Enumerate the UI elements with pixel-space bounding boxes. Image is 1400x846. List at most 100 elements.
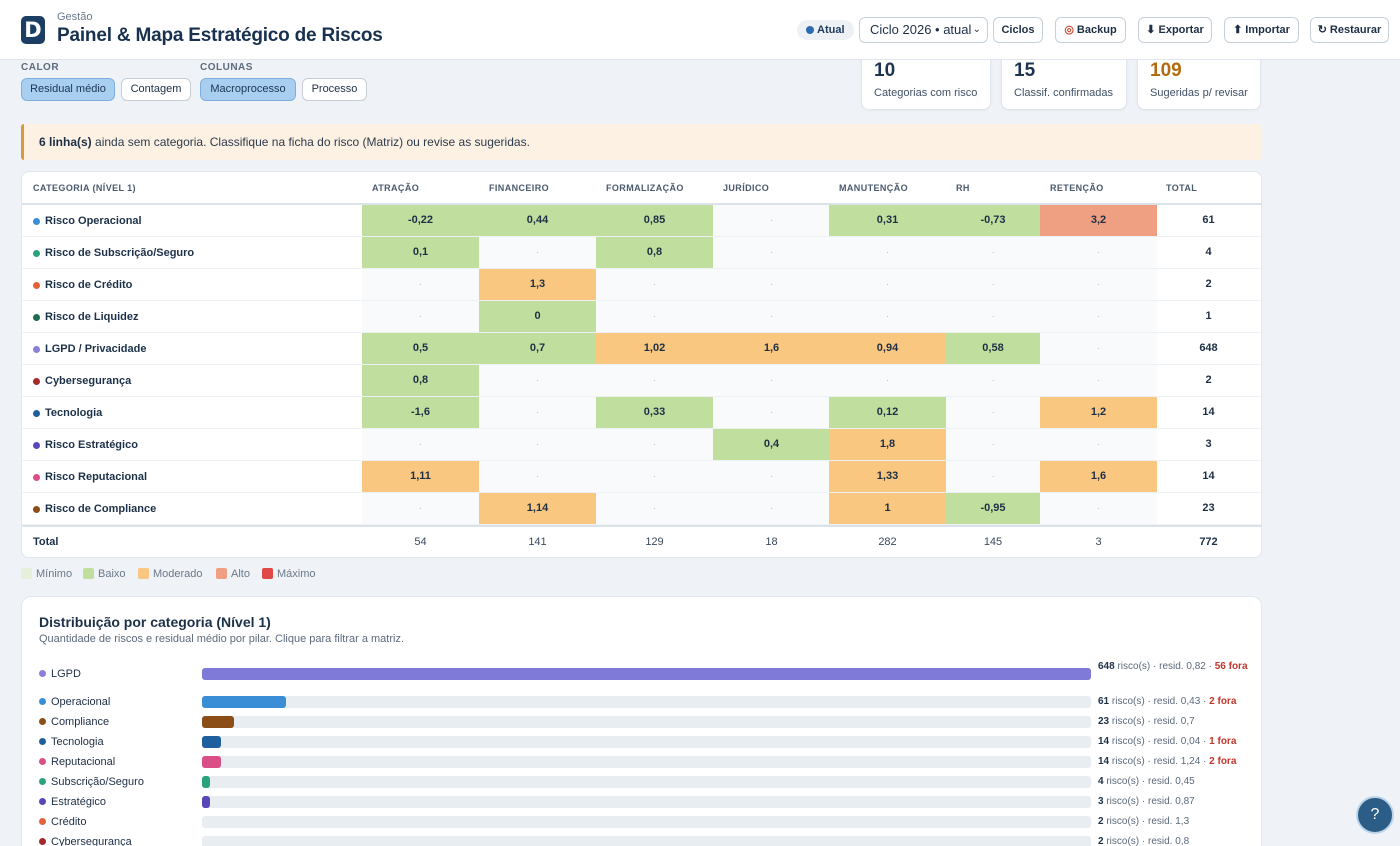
heatmap-cell[interactable]: · <box>829 365 946 396</box>
heatmap-cell[interactable]: 0,44 <box>479 205 596 236</box>
heatmap-cell[interactable]: 1,8 <box>829 429 946 460</box>
heatmap-cell[interactable]: 0,8 <box>596 237 713 268</box>
restaurar-button[interactable]: ↻ Restaurar <box>1310 17 1389 43</box>
heatmap-cell[interactable]: · <box>946 301 1040 332</box>
heatmap-cell[interactable]: 0,31 <box>829 205 946 236</box>
heatmap-cell[interactable]: · <box>479 237 596 268</box>
heatmap-cell[interactable]: · <box>1040 301 1157 332</box>
heatmap-cell[interactable]: · <box>946 269 1040 300</box>
table-row[interactable]: Cybersegurança 0,8 · · · · · · 2 <box>22 365 1261 397</box>
heatmap-cell[interactable]: 1,6 <box>1040 461 1157 492</box>
heatmap-cell[interactable]: · <box>713 397 830 428</box>
toggle-processo[interactable]: Processo <box>302 78 367 101</box>
distribution-row[interactable]: Reputacional 14 risco(s) · resid. 1,24 · … <box>22 755 1261 775</box>
heatmap-cell[interactable]: · <box>362 429 479 460</box>
heatmap-cell[interactable]: 1,3 <box>479 269 596 300</box>
table-row[interactable]: Risco Reputacional 1,11 · · · 1,33 · 1,6 14 <box>22 461 1261 493</box>
distribution-row[interactable]: Compliance 23 risco(s) · resid. 0,7 <box>22 715 1261 735</box>
heatmap-cell[interactable]: 0,58 <box>946 333 1040 364</box>
heatmap-cell[interactable]: 1,11 <box>362 461 479 492</box>
heatmap-cell[interactable]: · <box>1040 333 1157 364</box>
heatmap-cell[interactable]: 0,85 <box>596 205 713 236</box>
distribution-row[interactable]: Cybersegurança 2 risco(s) · resid. 0,8 <box>22 835 1261 846</box>
heatmap-cell[interactable]: · <box>596 269 713 300</box>
heatmap-cell[interactable]: · <box>362 301 479 332</box>
distribution-row[interactable]: Tecnologia 14 risco(s) · resid. 0,04 · 1 … <box>22 735 1261 755</box>
heatmap-cell[interactable]: · <box>946 429 1040 460</box>
heatmap-cell[interactable]: · <box>1040 365 1157 396</box>
heatmap-cell[interactable]: 0,12 <box>829 397 946 428</box>
heatmap-cell[interactable]: 1,2 <box>1040 397 1157 428</box>
heatmap-cell[interactable]: · <box>713 269 830 300</box>
heatmap-cell[interactable]: · <box>946 461 1040 492</box>
heatmap-cell[interactable]: · <box>946 365 1040 396</box>
heatmap-cell[interactable]: 1,33 <box>829 461 946 492</box>
cycle-select[interactable]: Ciclo 2026 • atual ⌄ <box>859 17 988 43</box>
heatmap-cell[interactable]: · <box>829 237 946 268</box>
importar-button[interactable]: ⬆ Importar <box>1224 17 1299 43</box>
heatmap-cell[interactable]: · <box>1040 493 1157 524</box>
heatmap-cell[interactable]: 0 <box>479 301 596 332</box>
heatmap-cell[interactable]: · <box>713 301 830 332</box>
heatmap-cell[interactable]: 1,6 <box>713 333 830 364</box>
table-row[interactable]: Risco Operacional -0,22 0,44 0,85 · 0,31 -0,73… <box>22 205 1261 237</box>
ciclos-button[interactable]: Ciclos <box>993 17 1043 43</box>
table-row[interactable]: LGPD / Privacidade 0,5 0,7 1,02 1,6 0,94 0,58 ·… <box>22 333 1261 365</box>
heatmap-cell[interactable]: 0,33 <box>596 397 713 428</box>
heatmap-cell[interactable]: 0,8 <box>362 365 479 396</box>
heatmap-cell[interactable]: · <box>362 269 479 300</box>
help-button[interactable]: ? <box>1356 796 1394 834</box>
heatmap-cell[interactable]: 0,7 <box>479 333 596 364</box>
exportar-button[interactable]: ⬇ Exportar <box>1138 17 1212 43</box>
heatmap-cell[interactable]: · <box>362 493 479 524</box>
table-row[interactable]: Risco de Crédito · 1,3 · · · · · 2 <box>22 269 1261 301</box>
distribution-row[interactable]: Operacional 61 risco(s) · resid. 0,43 · 2… <box>22 695 1261 715</box>
table-row[interactable]: Risco de Liquidez · 0 · · · · · 1 <box>22 301 1261 333</box>
heatmap-cell[interactable]: · <box>596 429 713 460</box>
heatmap-cell[interactable]: · <box>713 493 830 524</box>
heatmap-cell[interactable]: · <box>946 237 1040 268</box>
heatmap-cell[interactable]: · <box>946 397 1040 428</box>
toggle-macroprocesso[interactable]: Macroprocesso <box>200 78 296 101</box>
heatmap-cell[interactable]: · <box>1040 429 1157 460</box>
heatmap-cell[interactable]: · <box>479 365 596 396</box>
heatmap-cell[interactable]: 1,02 <box>596 333 713 364</box>
heatmap-cell[interactable]: -1,6 <box>362 397 479 428</box>
heatmap-cell[interactable]: 1 <box>829 493 946 524</box>
heatmap-cell[interactable]: · <box>713 461 830 492</box>
heatmap-cell[interactable]: -0,95 <box>946 493 1040 524</box>
heatmap-cell[interactable]: · <box>1040 237 1157 268</box>
distribution-row[interactable]: LGPD 648 risco(s) · resid. 0,82 · 56 fora <box>22 661 1261 687</box>
heatmap-cell[interactable]: · <box>713 205 830 236</box>
heatmap-cell[interactable]: -0,73 <box>946 205 1040 236</box>
heatmap-cell[interactable]: · <box>829 301 946 332</box>
heatmap-cell[interactable]: 0,94 <box>829 333 946 364</box>
distribution-row[interactable]: Estratégico 3 risco(s) · resid. 0,87 <box>22 795 1261 815</box>
distribution-row[interactable]: Crédito 2 risco(s) · resid. 1,3 <box>22 815 1261 835</box>
heatmap-cell[interactable]: · <box>596 365 713 396</box>
heatmap-cell[interactable]: 3,2 <box>1040 205 1157 236</box>
heatmap-cell[interactable]: · <box>1040 269 1157 300</box>
heatmap-cell[interactable]: · <box>479 429 596 460</box>
heatmap-cell[interactable]: 1,14 <box>479 493 596 524</box>
table-row[interactable]: Risco Estratégico · · · 0,4 1,8 · · 3 <box>22 429 1261 461</box>
heatmap-cell[interactable]: · <box>829 269 946 300</box>
heatmap-cell[interactable]: · <box>596 493 713 524</box>
heatmap-cell[interactable]: -0,22 <box>362 205 479 236</box>
heatmap-cell[interactable]: · <box>479 397 596 428</box>
distribution-row[interactable]: Subscrição/Seguro 4 risco(s) · resid. 0,4… <box>22 775 1261 795</box>
heatmap-cell[interactable]: 0,4 <box>713 429 830 460</box>
toggle-residual-medio[interactable]: Residual médio <box>21 78 115 101</box>
table-row[interactable]: Risco de Subscrição/Seguro 0,1 · 0,8 · · · · 4 <box>22 237 1261 269</box>
heatmap-cell[interactable]: · <box>713 365 830 396</box>
backup-button[interactable]: ◎ Backup <box>1055 17 1126 43</box>
heatmap-cell[interactable]: 0,1 <box>362 237 479 268</box>
heatmap-cell[interactable]: · <box>596 461 713 492</box>
table-row[interactable]: Tecnologia -1,6 · 0,33 · 0,12 · 1,2 14 <box>22 397 1261 429</box>
table-row[interactable]: Risco de Compliance · 1,14 · · 1 -0,95 · 23 <box>22 493 1261 525</box>
heatmap-cell[interactable]: 0,5 <box>362 333 479 364</box>
toggle-contagem[interactable]: Contagem <box>121 78 191 101</box>
heatmap-cell[interactable]: · <box>596 301 713 332</box>
heatmap-cell[interactable]: · <box>713 237 830 268</box>
heatmap-cell[interactable]: · <box>479 461 596 492</box>
